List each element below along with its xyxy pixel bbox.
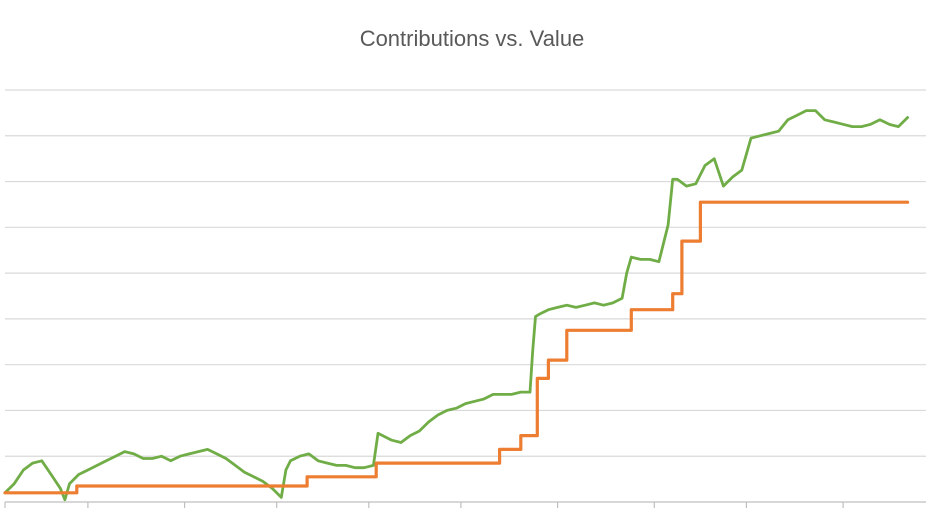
chart-title: Contributions vs. Value: [359, 26, 585, 51]
gridlines: [5, 89, 926, 503]
series-line-1: [3, 200, 910, 495]
series-lines: [3, 109, 910, 502]
x-axis-ticks: [4, 502, 844, 508]
series-line-0: [3, 109, 909, 502]
